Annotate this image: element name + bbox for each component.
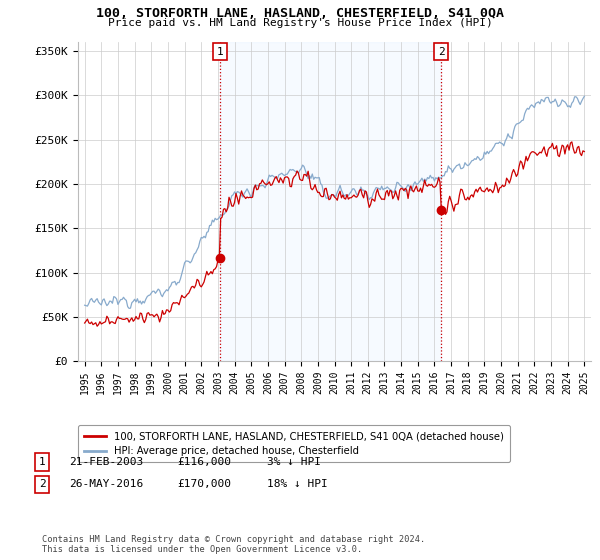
Text: 26-MAY-2016: 26-MAY-2016 bbox=[69, 479, 143, 489]
Text: Price paid vs. HM Land Registry's House Price Index (HPI): Price paid vs. HM Land Registry's House … bbox=[107, 18, 493, 29]
Text: 1: 1 bbox=[217, 47, 223, 57]
Text: 18% ↓ HPI: 18% ↓ HPI bbox=[267, 479, 328, 489]
Legend: 100, STORFORTH LANE, HASLAND, CHESTERFIELD, S41 0QA (detached house), HPI: Avera: 100, STORFORTH LANE, HASLAND, CHESTERFIE… bbox=[78, 425, 510, 462]
Bar bbox=[220, 42, 441, 361]
Text: 3% ↓ HPI: 3% ↓ HPI bbox=[267, 457, 321, 467]
Text: 1: 1 bbox=[38, 457, 46, 467]
Text: 2: 2 bbox=[438, 47, 445, 57]
Text: 21-FEB-2003: 21-FEB-2003 bbox=[69, 457, 143, 467]
Text: £116,000: £116,000 bbox=[177, 457, 231, 467]
Text: 2: 2 bbox=[38, 479, 46, 489]
Text: £170,000: £170,000 bbox=[177, 479, 231, 489]
Text: 100, STORFORTH LANE, HASLAND, CHESTERFIELD, S41 0QA: 100, STORFORTH LANE, HASLAND, CHESTERFIE… bbox=[96, 7, 504, 20]
Text: Contains HM Land Registry data © Crown copyright and database right 2024.
This d: Contains HM Land Registry data © Crown c… bbox=[42, 535, 425, 554]
